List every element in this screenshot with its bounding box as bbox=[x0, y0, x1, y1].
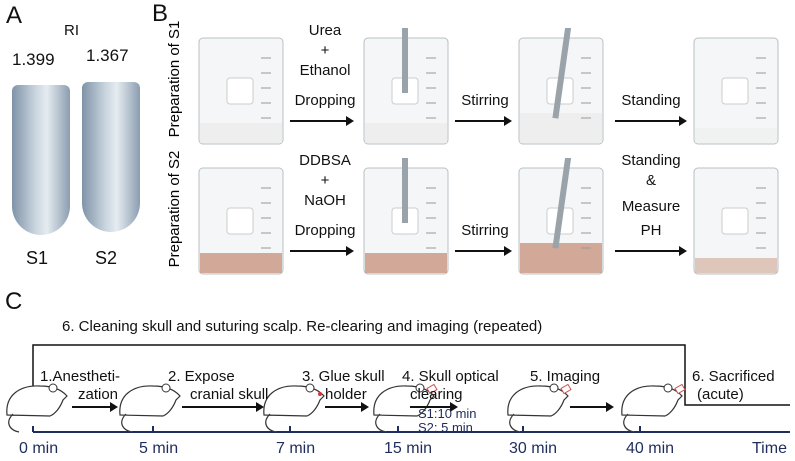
step-arrow bbox=[325, 403, 369, 411]
step1-text: + bbox=[320, 42, 330, 59]
step-label-top: 4. Skull optical bbox=[402, 368, 499, 385]
step-label-top: 6. Sacrificed bbox=[692, 368, 775, 385]
beaker bbox=[515, 153, 607, 278]
panel-b-label: B bbox=[152, 0, 169, 27]
arrow bbox=[290, 116, 354, 126]
row-title: Preparation of S2 bbox=[166, 150, 183, 268]
step1-text: Dropping bbox=[294, 92, 356, 109]
step-arrow bbox=[570, 403, 614, 411]
time-label: 15 min bbox=[384, 440, 433, 457]
arrow bbox=[455, 246, 512, 256]
step-label-bottom: cranial skull bbox=[190, 386, 269, 403]
panel-a-label: A bbox=[6, 2, 23, 29]
row-title: Preparation of S1 bbox=[166, 20, 183, 138]
mouse-icon bbox=[6, 383, 68, 433]
beaker bbox=[360, 153, 452, 278]
tube-s2 bbox=[82, 82, 140, 232]
beaker bbox=[515, 23, 607, 148]
step3-text: & bbox=[645, 172, 656, 189]
sample-s2-label: S2 bbox=[95, 248, 118, 268]
time-label: Time bbox=[752, 440, 787, 457]
beaker bbox=[195, 158, 287, 278]
step1-text: NaOH bbox=[304, 192, 346, 209]
beaker bbox=[690, 28, 782, 148]
mouse-icon bbox=[263, 383, 325, 433]
time-label: 0 min bbox=[19, 440, 59, 457]
step-label-top: 2. Expose bbox=[168, 368, 235, 385]
mouse-icon bbox=[119, 383, 181, 433]
step-arrow bbox=[410, 403, 458, 411]
step-label-top: 1.Anestheti- bbox=[40, 368, 121, 385]
mouse-icon bbox=[621, 383, 686, 433]
step-arrow bbox=[182, 403, 264, 411]
step-label-bottom: holder bbox=[325, 386, 367, 403]
step1-text: Dropping bbox=[294, 222, 356, 239]
time-label: 5 min bbox=[139, 440, 179, 457]
arrow bbox=[615, 246, 687, 256]
step-label-bottom: zation bbox=[78, 386, 119, 403]
arrow bbox=[615, 116, 687, 126]
step1-text: + bbox=[320, 172, 330, 189]
step2-text: Stirring bbox=[461, 92, 509, 109]
clearing-time-s1: S1:10 min bbox=[418, 406, 477, 421]
time-label: 30 min bbox=[509, 440, 558, 457]
step1-text: Urea bbox=[308, 22, 342, 39]
step-arrow bbox=[72, 403, 118, 411]
tube-s1 bbox=[12, 85, 70, 235]
step3-text: Standing bbox=[621, 152, 681, 169]
ri-s2: 1.367 bbox=[86, 46, 129, 65]
arrow bbox=[455, 116, 512, 126]
beaker bbox=[195, 28, 287, 148]
beaker bbox=[690, 158, 782, 278]
arrow bbox=[290, 246, 354, 256]
step-label-bottom: (acute) bbox=[697, 386, 744, 403]
time-label: 7 min bbox=[276, 440, 316, 457]
step1-text: Ethanol bbox=[299, 62, 351, 79]
mouse-icon bbox=[373, 383, 438, 433]
repeat-label: 6. Cleaning skull and suturing scalp. Re… bbox=[62, 318, 543, 335]
clearing-time-s2: S2: 5 min bbox=[418, 420, 473, 435]
step3-text: PH bbox=[640, 222, 662, 239]
ri-s1: 1.399 bbox=[12, 50, 55, 69]
step3-text: Measure bbox=[621, 198, 681, 215]
panel-c-label: C bbox=[5, 288, 23, 315]
time-label: 40 min bbox=[626, 440, 675, 457]
step1-text: DDBSA bbox=[299, 152, 351, 169]
mouse-icon bbox=[507, 383, 572, 433]
step-label-top: 3. Glue skull bbox=[302, 368, 385, 385]
step-label-top: 5. Imaging bbox=[530, 368, 601, 385]
step-label-bottom: clearing bbox=[410, 386, 463, 403]
sample-s1-label: S1 bbox=[26, 248, 49, 268]
beaker bbox=[360, 23, 452, 148]
step2-text: Stirring bbox=[461, 222, 509, 239]
step3-text: Standing bbox=[621, 92, 681, 109]
ri-title: RI bbox=[64, 22, 79, 39]
